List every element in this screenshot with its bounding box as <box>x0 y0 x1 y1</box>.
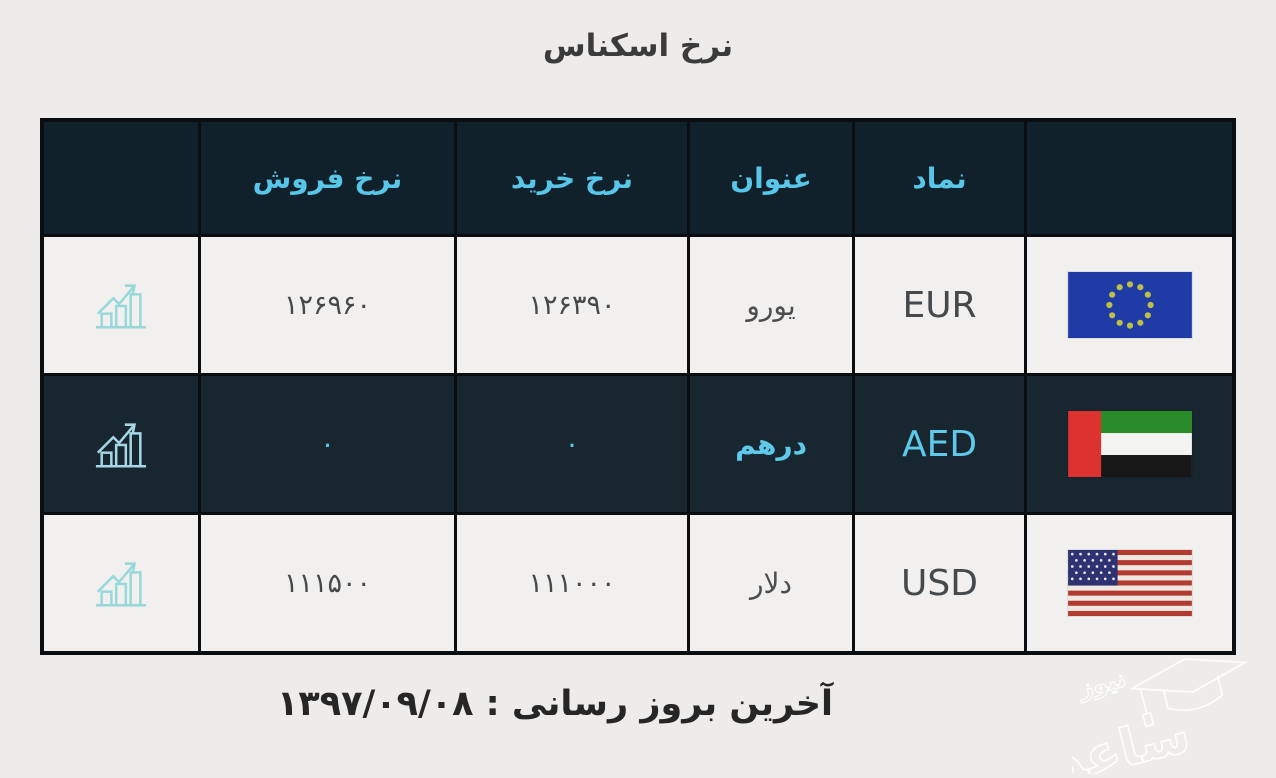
currency-name-cell: دلار <box>690 515 852 651</box>
symbol-cell: AED <box>855 376 1024 512</box>
table-header-row: نماد عنوان نرخ خرید نرخ فروش <box>44 122 1232 234</box>
eu-flag-icon <box>1027 237 1232 373</box>
header-buy-rate: نرخ خرید <box>457 122 687 234</box>
table-row-aed: AED درهم ۰ ۰ <box>44 376 1232 512</box>
currency-name-cell: درهم <box>690 376 852 512</box>
currency-name-cell: یورو <box>690 237 852 373</box>
watermark-large-text: ساعد <box>1072 704 1196 774</box>
buy-rate-cell: ۱۱۱۰۰۰ <box>457 515 687 651</box>
header-title: عنوان <box>690 122 852 234</box>
table-row-usd: USD دلار ۱۱۱۰۰۰ ۱۱۱۵۰۰ <box>44 515 1232 651</box>
header-flag <box>1027 122 1232 234</box>
last-update-text: آخرین بروز رسانی : ۱۳۹۷/۰۹/۰۸ <box>277 684 833 724</box>
saed-news-watermark: نیوز ساعد <box>1048 642 1268 778</box>
sell-rate-cell: ۰ <box>201 376 454 512</box>
watermark-small-text: نیوز <box>1075 664 1129 703</box>
rates-table: نماد عنوان نرخ خرید نرخ فروش EUR یورو ۱۲… <box>40 118 1236 655</box>
bar-chart-rising-icon[interactable] <box>44 515 198 651</box>
header-chart <box>44 122 198 234</box>
buy-rate-cell: ۱۲۶۳۹۰ <box>457 237 687 373</box>
page-title: نرخ اسکناس <box>542 28 734 64</box>
symbol-cell: USD <box>855 515 1024 651</box>
us-flag-icon <box>1027 515 1232 651</box>
symbol-cell: EUR <box>855 237 1024 373</box>
uae-flag-icon <box>1027 376 1232 512</box>
bar-chart-rising-icon[interactable] <box>44 237 198 373</box>
bar-chart-rising-icon[interactable] <box>44 376 198 512</box>
graduation-cap-icon <box>1129 658 1248 728</box>
sell-rate-cell: ۱۱۱۵۰۰ <box>201 515 454 651</box>
header-symbol: نماد <box>855 122 1024 234</box>
sell-rate-cell: ۱۲۶۹۶۰ <box>201 237 454 373</box>
buy-rate-cell: ۰ <box>457 376 687 512</box>
table-row-eur: EUR یورو ۱۲۶۳۹۰ ۱۲۶۹۶۰ <box>44 237 1232 373</box>
header-sell-rate: نرخ فروش <box>201 122 454 234</box>
